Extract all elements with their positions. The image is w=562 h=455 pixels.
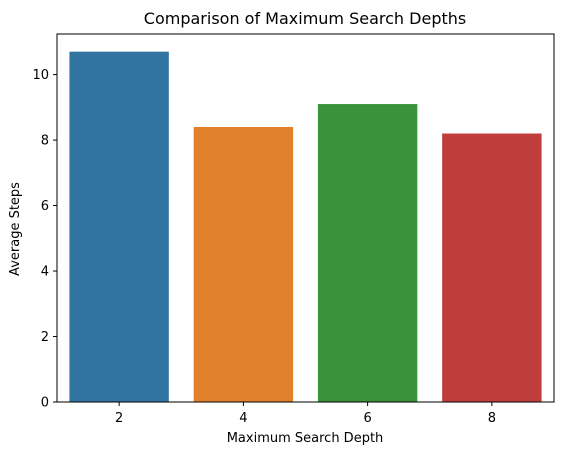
- x-tick-label: 2: [115, 411, 123, 426]
- y-tick-label: 0: [41, 396, 49, 411]
- bar-4: [193, 126, 294, 402]
- chart-title: Comparison of Maximum Search Depths: [144, 9, 466, 28]
- y-tick-label: 6: [41, 199, 49, 214]
- y-tick-label: 4: [41, 265, 49, 280]
- y-tick-label: 2: [41, 330, 49, 345]
- y-axis-label: Average Steps: [8, 182, 23, 276]
- y-tick-label: 8: [41, 134, 49, 149]
- bar-8: [442, 133, 542, 402]
- x-axis-ticks: 2 4 6 8: [115, 402, 496, 426]
- bar-6: [317, 104, 418, 402]
- x-tick-label: 4: [239, 411, 247, 426]
- bars-group: [69, 51, 542, 402]
- x-tick-label: 6: [363, 411, 371, 426]
- plot-frame: [56, 33, 555, 403]
- bar-2: [69, 51, 169, 402]
- y-axis-ticks: 0 2 4 6 8 10: [32, 68, 57, 411]
- x-axis-label: Maximum Search Depth: [227, 431, 384, 446]
- x-tick-label: 8: [488, 411, 496, 426]
- y-tick-label: 10: [32, 68, 49, 83]
